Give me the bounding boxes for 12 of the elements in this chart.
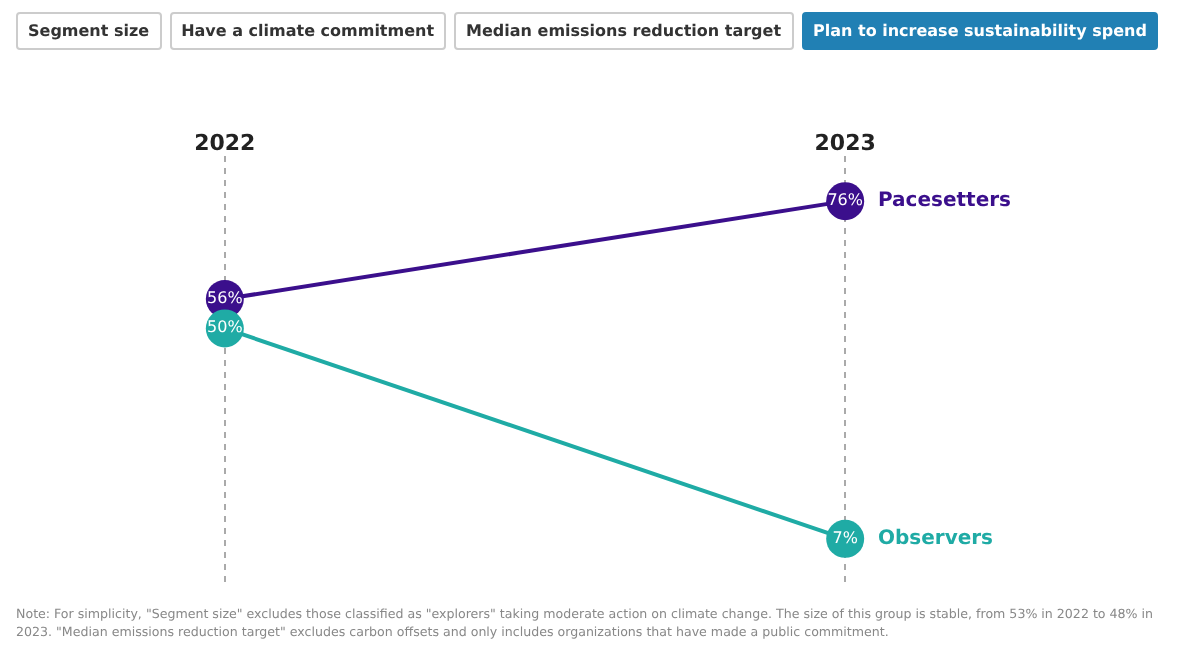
text: Segment size <box>16 12 162 50</box>
text: Median emissions reduction target <box>454 12 794 50</box>
chart-title: Plan to increase sustainability spend <box>801 12 1159 50</box>
series-label: Pacesetters <box>878 190 1012 212</box>
data-label: 7% <box>832 528 859 547</box>
series-label: Observers <box>878 528 994 550</box>
x-tick-label: 2022 <box>194 129 256 156</box>
data-label: 76% <box>827 191 864 210</box>
data-label: 50% <box>207 318 244 337</box>
data-label: 56% <box>207 289 244 308</box>
x-tick-label: 2023 <box>814 129 876 156</box>
text: Have a climate commitment <box>169 12 447 50</box>
